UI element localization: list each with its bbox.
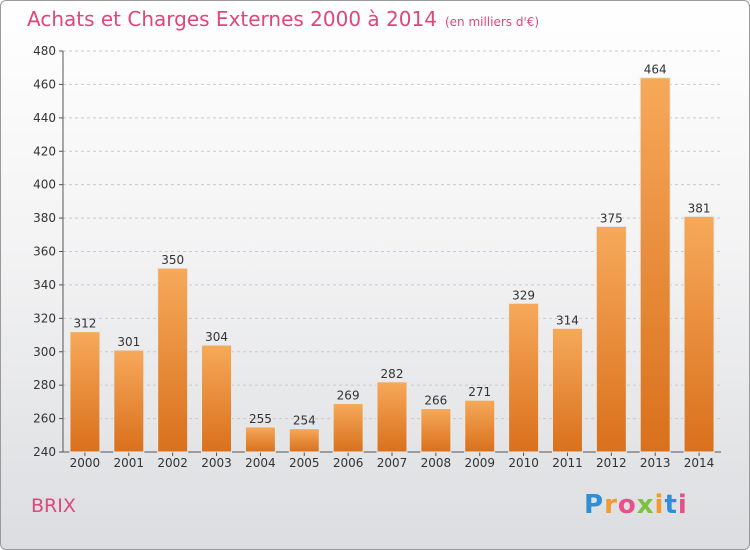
commune-name: BRIX (31, 495, 76, 517)
bar-2004 (244, 426, 276, 453)
x-tick-label-2006: 2006 (333, 456, 364, 470)
x-tick-label-2013: 2013 (640, 456, 671, 470)
data-label-2006: 269 (337, 389, 360, 403)
x-tick-label-2007: 2007 (377, 456, 408, 470)
data-label-2000: 312 (73, 317, 96, 331)
bar-2014 (683, 215, 715, 453)
logo-letter: P (584, 490, 605, 520)
data-label-2005: 254 (293, 414, 316, 428)
data-label-2009: 271 (468, 385, 491, 399)
bar-2003 (201, 344, 233, 453)
data-label-2010: 329 (512, 288, 535, 302)
logo-letter: i (654, 490, 665, 520)
bar-2000 (69, 331, 101, 453)
x-tick-label-2004: 2004 (245, 456, 276, 470)
y-tick-label: 440 (33, 111, 56, 125)
data-label-2003: 304 (205, 330, 228, 344)
bar-2007 (376, 381, 408, 453)
data-label-2002: 350 (161, 253, 184, 267)
x-tick-label-2008: 2008 (421, 456, 452, 470)
logo-letter: t (664, 490, 678, 520)
x-tick-label-2009: 2009 (464, 456, 495, 470)
bars (69, 77, 715, 453)
y-tick-label: 260 (33, 412, 56, 426)
bar-2010 (508, 302, 540, 453)
x-tick-label-2001: 2001 (114, 456, 145, 470)
x-tick-label-2005: 2005 (289, 456, 320, 470)
bar-2001 (113, 349, 145, 453)
y-tick-label: 400 (33, 178, 56, 192)
logo-letter: x (636, 490, 655, 520)
bar-2009 (464, 399, 496, 453)
data-label-2008: 266 (424, 394, 447, 408)
data-label-2012: 375 (600, 211, 623, 225)
x-tick-label-2010: 2010 (508, 456, 539, 470)
y-tick-label: 280 (33, 378, 56, 392)
y-tick-label: 460 (33, 77, 56, 91)
bar-2012 (595, 225, 627, 453)
x-tick-label-2012: 2012 (596, 456, 627, 470)
x-tick-label-2014: 2014 (684, 456, 715, 470)
chart-title: Achats et Charges Externes 2000 à 2014 (e… (27, 7, 539, 31)
bar-2002 (157, 267, 189, 453)
y-tick-label: 480 (33, 44, 56, 58)
logo-letter: r (604, 490, 618, 520)
bar-2011 (551, 327, 583, 453)
bar-2013 (639, 77, 671, 453)
y-tick-label: 420 (33, 144, 56, 158)
data-label-2007: 282 (381, 367, 404, 381)
chart-title-text: Achats et Charges Externes 2000 à 2014 (27, 7, 437, 31)
x-tick-label-2000: 2000 (70, 456, 101, 470)
proxiti-logo: Proxiti (584, 490, 688, 520)
bar-2006 (332, 403, 364, 453)
chart-subtitle: (en milliers d'€) (444, 15, 540, 29)
data-label-2001: 301 (117, 335, 140, 349)
y-tick-label: 380 (33, 211, 56, 225)
data-label-2011: 314 (556, 313, 579, 327)
y-tick-label: 300 (33, 345, 56, 359)
bar-2008 (420, 408, 452, 453)
x-tick-label-2011: 2011 (552, 456, 583, 470)
y-tick-label: 360 (33, 245, 56, 259)
logo-letter: i (677, 490, 688, 520)
x-tick-label-2003: 2003 (201, 456, 232, 470)
y-tick-label: 340 (33, 278, 56, 292)
y-tick-label: 320 (33, 311, 56, 325)
y-tick-label: 240 (33, 445, 56, 459)
axes: 240 260 280 300 320 340 360 380 400 420 440 460 480 2… (33, 44, 721, 470)
data-labels: 312 301 350 304 255 254 269 282 266 271 329 314 375 4… (73, 63, 710, 428)
data-label-2013: 464 (644, 63, 667, 77)
data-label-2004: 255 (249, 412, 272, 426)
bar-2005 (288, 428, 320, 453)
data-label-2014: 381 (688, 201, 711, 215)
x-tick-label-2002: 2002 (157, 456, 188, 470)
logo-letter: o (617, 490, 637, 520)
